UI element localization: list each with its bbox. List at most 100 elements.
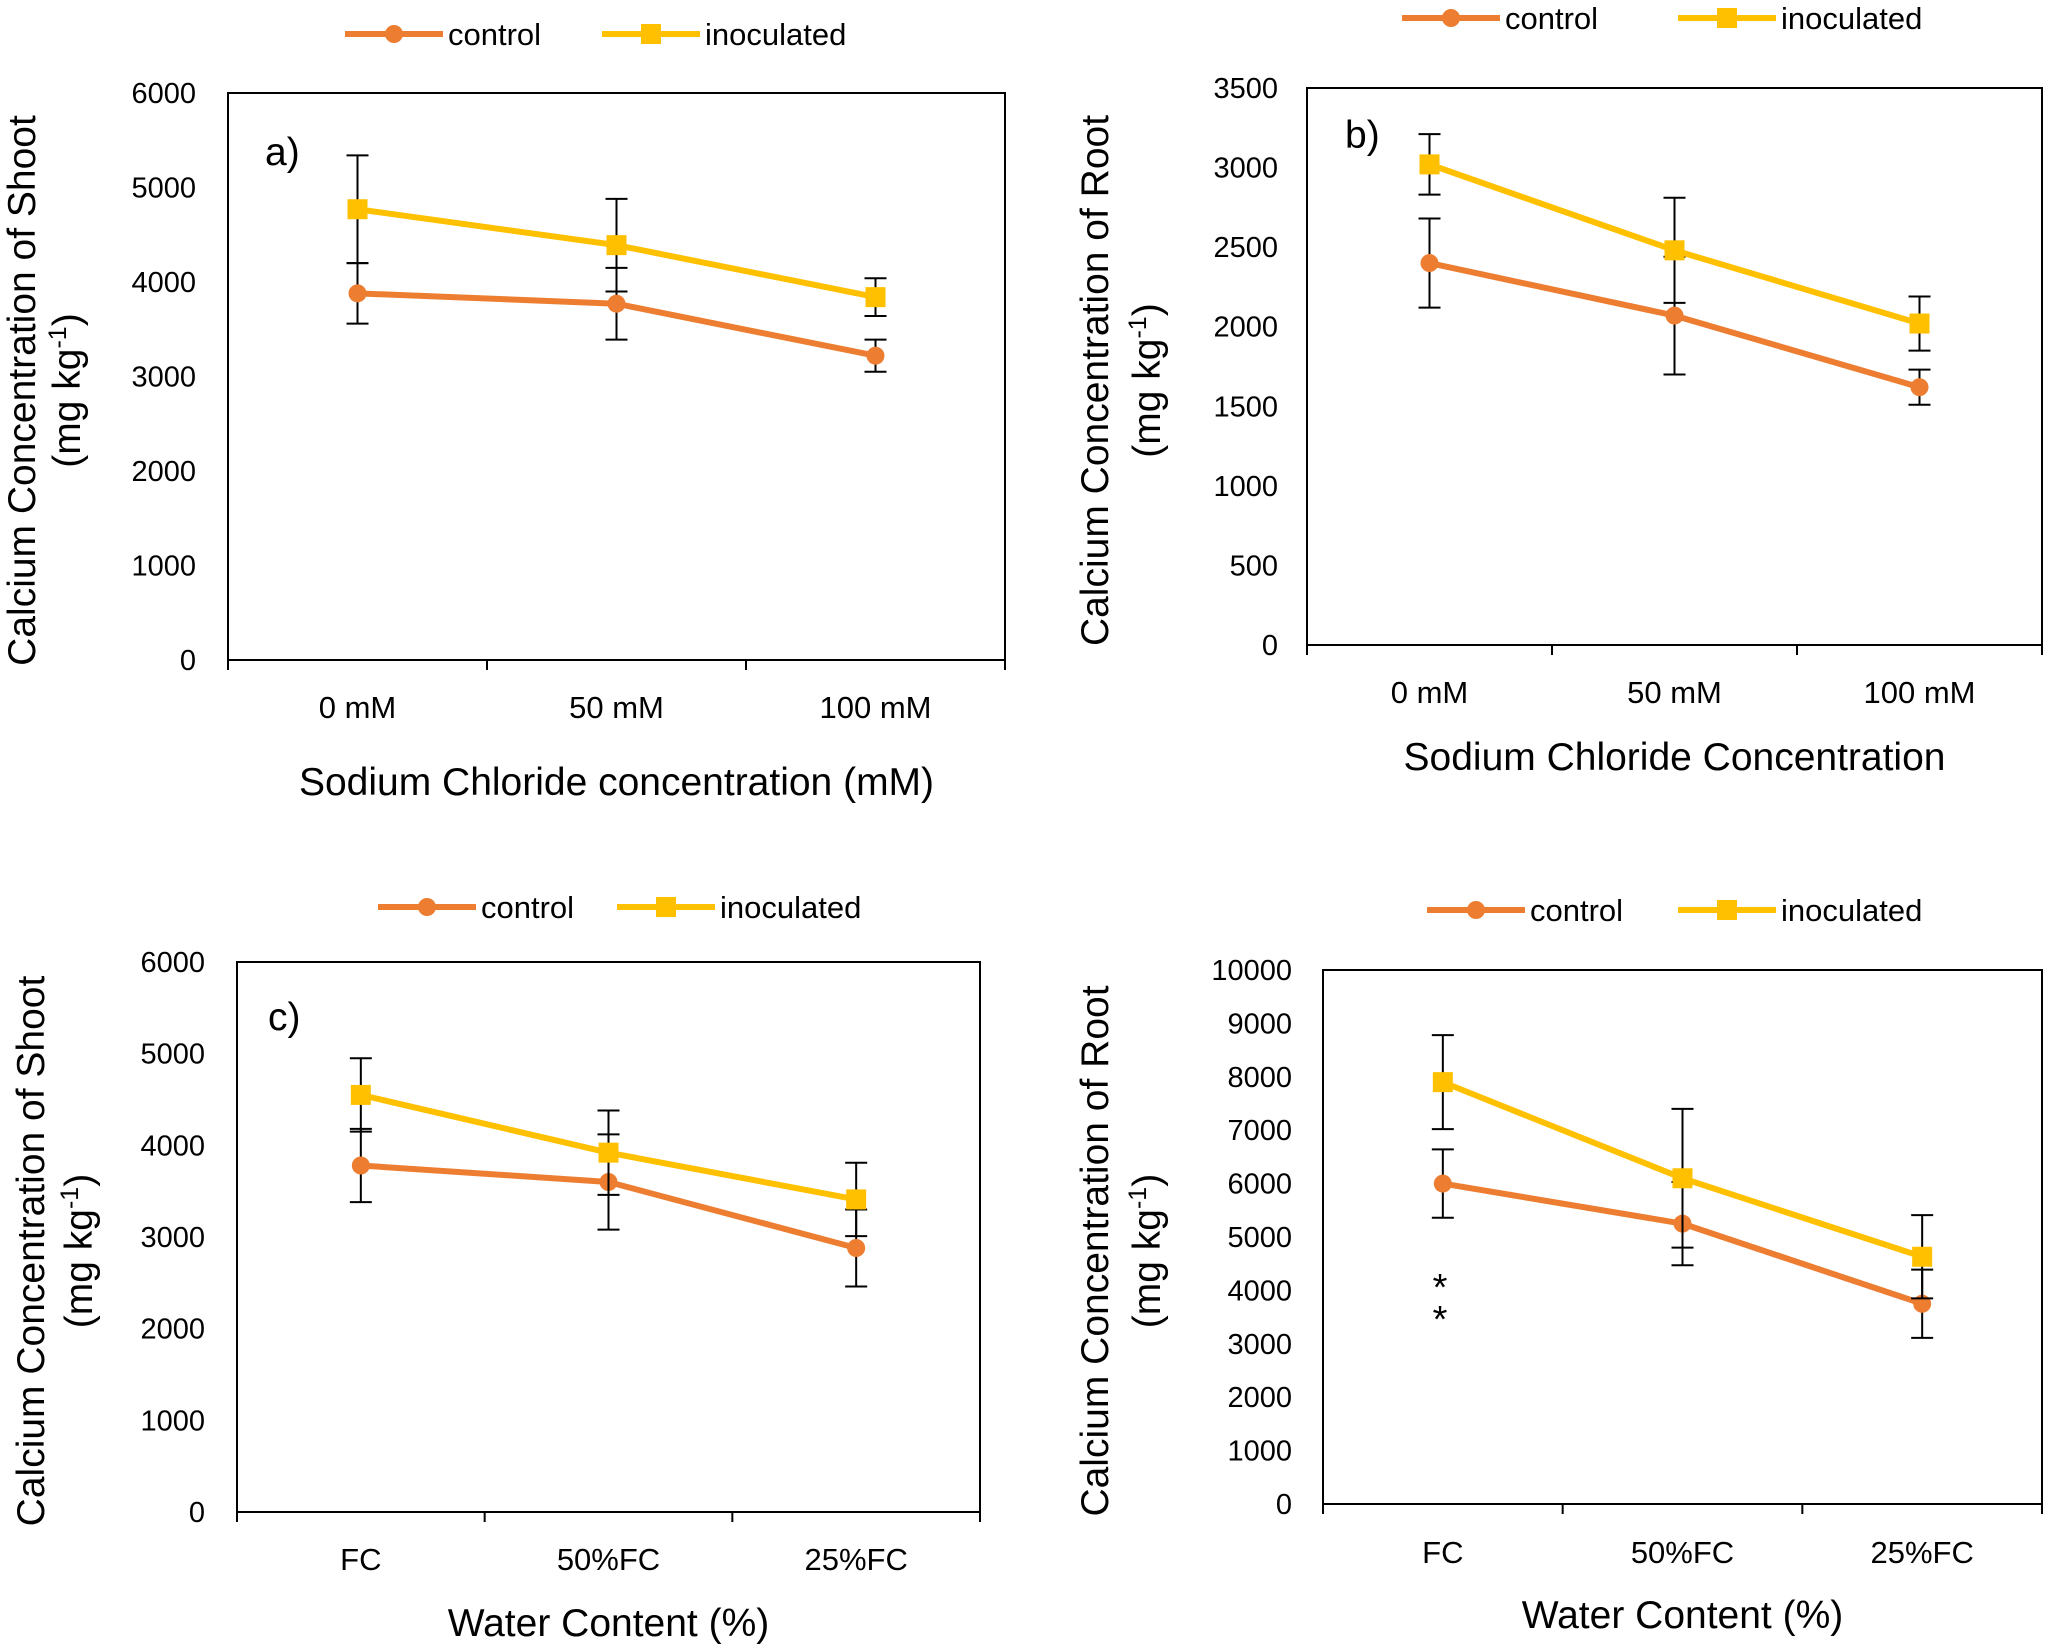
x-tick-label: 50 mM	[569, 690, 664, 725]
data-point-control	[847, 1239, 866, 1257]
legend-marker-control	[1442, 9, 1460, 27]
data-point-control	[866, 346, 885, 365]
legend-marker-inoculated	[1717, 900, 1737, 920]
y-axis-unit-base: (mg kg	[1126, 1209, 1169, 1328]
x-tick-label: 50%FC	[557, 1542, 660, 1577]
y-tick-label: 3500	[1213, 73, 1278, 105]
y-tick-label: 0	[1262, 630, 1278, 662]
y-axis-title: Calcium Concentration of Root	[1074, 115, 1117, 646]
legend-item-inoculated: inoculated	[1678, 893, 1922, 928]
legend-label-inoculated: inoculated	[705, 17, 846, 52]
x-tick-label: 50 mM	[1627, 675, 1722, 710]
y-axis-unit: (mg kg-1)	[1124, 1174, 1169, 1328]
y-axis-unit-end: )	[1126, 1174, 1169, 1187]
data-point-inoculated	[1672, 1168, 1693, 1189]
y-axis-title: Calcium Concentration of Root	[1074, 985, 1117, 1516]
chart-panel-c: 0 1000 2000 3000 4000 5000 6000 FC 50%FC 25%FC Wat…	[10, 890, 981, 1645]
legend-marker-inoculated	[656, 897, 676, 917]
legend: control inoculated	[378, 890, 861, 925]
data-point-control	[1433, 1174, 1452, 1193]
chart-panel-a: 0 1000 2000 3000 4000 5000 6000 0 mM 50 mM 100 mM…	[1, 17, 1006, 804]
y-tick-label: 4000	[140, 1130, 205, 1162]
legend: control inoculated	[345, 17, 846, 52]
y-tick-label: 3000	[131, 362, 196, 394]
data-point-inoculated	[846, 1189, 867, 1210]
data-point-control	[351, 1156, 370, 1175]
y-tick-label: 1000	[140, 1405, 205, 1437]
legend-marker-control	[418, 898, 436, 916]
y-axis-unit-superscript: -1	[44, 326, 72, 348]
legend-marker-inoculated	[1717, 8, 1737, 28]
y-axis-unit-end: )	[46, 313, 89, 326]
y-tick-label: 1500	[1213, 391, 1278, 423]
panel-label: b)	[1345, 114, 1380, 157]
x-tick-label: 0 mM	[319, 690, 397, 725]
y-axis-unit-superscript: -1	[1124, 1187, 1152, 1209]
significance-annotation: **	[1433, 1267, 1448, 1341]
legend: control inoculated	[1427, 893, 1922, 928]
y-tick-label: 2000	[131, 456, 196, 488]
y-axis-unit: (mg kg-1)	[1124, 303, 1169, 457]
y-axis-unit-base: (mg kg	[46, 349, 89, 468]
x-tick-label: 100 mM	[820, 690, 932, 725]
x-tick-label: 0 mM	[1391, 675, 1469, 710]
legend: control inoculated	[1402, 1, 1922, 36]
legend-item-control: control	[1427, 893, 1623, 928]
legend-item-control: control	[345, 17, 541, 52]
y-axis-unit: (mg kg-1)	[56, 1174, 101, 1328]
data-point-control	[348, 284, 367, 303]
y-tick-label: 500	[1230, 550, 1278, 582]
x-axis-title: Sodium Chloride Concentration	[1404, 736, 1946, 779]
data-point-control	[607, 294, 626, 313]
y-tick-label: 4000	[1227, 1275, 1292, 1307]
y-tick-label: 3000	[140, 1222, 205, 1254]
y-tick-label: 10000	[1211, 955, 1292, 987]
legend-marker-control	[1467, 901, 1485, 919]
y-tick-label: 3000	[1213, 153, 1278, 185]
y-tick-label: 6000	[131, 78, 196, 110]
annotation-asterisk: *	[1433, 1299, 1448, 1341]
y-tick-label: 5000	[131, 173, 196, 205]
y-tick-label: 9000	[1227, 1008, 1292, 1040]
data-point-inoculated	[347, 199, 368, 220]
series-control	[346, 262, 887, 373]
x-axis-title: Water Content (%)	[1522, 1594, 1843, 1637]
panel-label: c)	[268, 996, 301, 1039]
y-tick-label: 2000	[1213, 312, 1278, 344]
y-tick-label: 0	[189, 1497, 205, 1529]
y-tick-label: 1000	[131, 551, 196, 583]
data-point-inoculated	[1664, 240, 1685, 261]
data-point-inoculated	[1912, 1246, 1933, 1267]
legend-item-inoculated: inoculated	[1678, 1, 1922, 36]
x-axis-title: Water Content (%)	[448, 1602, 769, 1645]
y-tick-label: 6000	[140, 947, 205, 979]
plot-area-border	[236, 961, 981, 1513]
series-inoculated	[346, 154, 887, 318]
annotation-asterisk: *	[1433, 1267, 1448, 1309]
y-axis-unit-base: (mg kg	[58, 1209, 101, 1328]
y-axis-unit-superscript: -1	[1124, 316, 1152, 338]
chart-panel-d: 0 1000 2000 3000 4000 5000 6000 7000 8000 9000 100…	[1074, 893, 2043, 1637]
data-point-inoculated	[350, 1084, 371, 1105]
y-tick-label: 0	[180, 645, 196, 677]
legend-label-control: control	[481, 890, 574, 925]
y-tick-label: 8000	[1227, 1062, 1292, 1094]
data-point-inoculated	[1432, 1072, 1453, 1093]
y-axis-title: Calcium Concentration of Shoot	[10, 976, 53, 1527]
legend-marker-control	[385, 25, 403, 43]
y-tick-label: 2500	[1213, 232, 1278, 264]
plot-area-border	[227, 92, 1006, 661]
data-point-inoculated	[1909, 313, 1930, 334]
y-axis-title: Calcium Concentration of Shoot	[1, 115, 44, 666]
x-tick-label: 50%FC	[1631, 1535, 1734, 1570]
y-axis-unit-end: )	[58, 1174, 101, 1187]
series-control	[1418, 217, 1931, 406]
panel-label: a)	[265, 131, 300, 174]
y-tick-label: 2000	[1227, 1382, 1292, 1414]
legend-label-control: control	[448, 17, 541, 52]
x-tick-label: FC	[1422, 1535, 1463, 1570]
y-axis-unit-base: (mg kg	[1126, 339, 1169, 458]
y-tick-label: 7000	[1227, 1115, 1292, 1147]
y-axis-unit-superscript: -1	[56, 1187, 84, 1209]
